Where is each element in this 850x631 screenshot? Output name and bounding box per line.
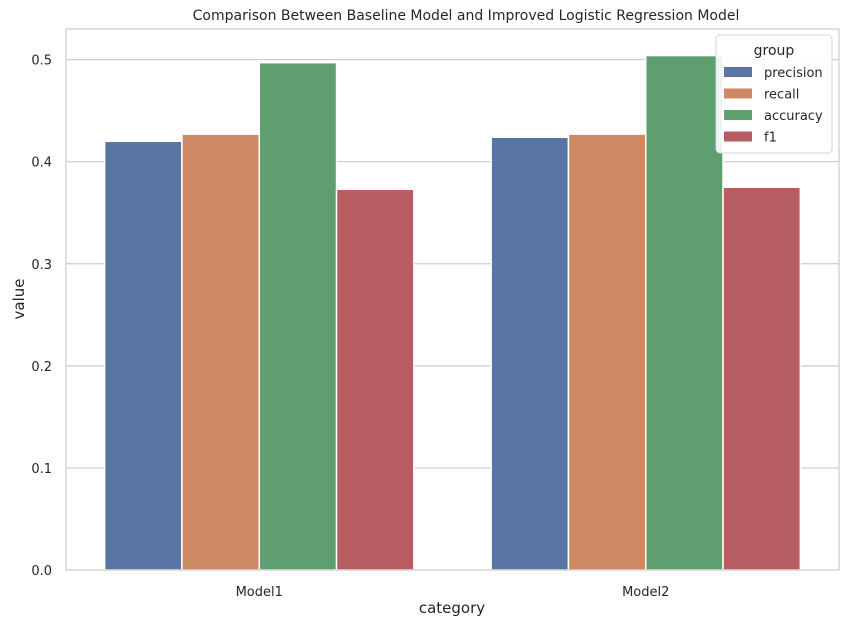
- legend-label-f1: f1: [764, 131, 777, 146]
- legend-swatch-recall: [724, 88, 752, 99]
- y-tick-label: 0.2: [31, 360, 52, 375]
- y-tick-label: 0.1: [31, 462, 52, 477]
- y-axis-label: value: [10, 279, 28, 320]
- legend-swatch-precision: [724, 67, 752, 77]
- plot-frame: [65, 28, 840, 571]
- x-tick-labels: Model1 Model2: [236, 585, 670, 600]
- legend-items: precision recall accuracy f1: [724, 66, 823, 146]
- legend-title: group: [754, 43, 795, 59]
- legend-swatch-f1: [724, 131, 752, 142]
- y-tick-labels: 0.0 0.1 0.2 0.3 0.4 0.5: [31, 54, 52, 579]
- legend: group precision recall accuracy f1: [715, 34, 833, 154]
- bar-recall-model1: [181, 133, 260, 571]
- bar-f1-model2: [722, 186, 802, 571]
- legend-label-precision: precision: [764, 66, 823, 81]
- bar-accuracy-model1: [258, 61, 338, 571]
- legend-box: [715, 34, 833, 154]
- y-tick-label: 0.0: [31, 564, 52, 579]
- legend-label-recall: recall: [764, 88, 799, 103]
- bar-accuracy-model2: [645, 54, 724, 571]
- x-tick-label: Model2: [622, 585, 669, 600]
- chart-title: Comparison Between Baseline Model and Im…: [193, 8, 740, 24]
- legend-label-accuracy: accuracy: [764, 109, 823, 124]
- bar-recall-model2: [567, 133, 647, 571]
- bars: [103, 54, 802, 571]
- bar-f1-model1: [335, 188, 415, 571]
- y-tick-label: 0.3: [31, 258, 52, 273]
- bar-precision-model1: [103, 140, 183, 571]
- x-tick-label: Model1: [236, 585, 283, 600]
- bar-precision-model2: [490, 136, 570, 571]
- x-axis-label: category: [419, 599, 485, 617]
- legend-swatch-accuracy: [724, 110, 752, 120]
- y-tick-label: 0.4: [31, 156, 52, 171]
- y-tick-label: 0.5: [31, 54, 52, 69]
